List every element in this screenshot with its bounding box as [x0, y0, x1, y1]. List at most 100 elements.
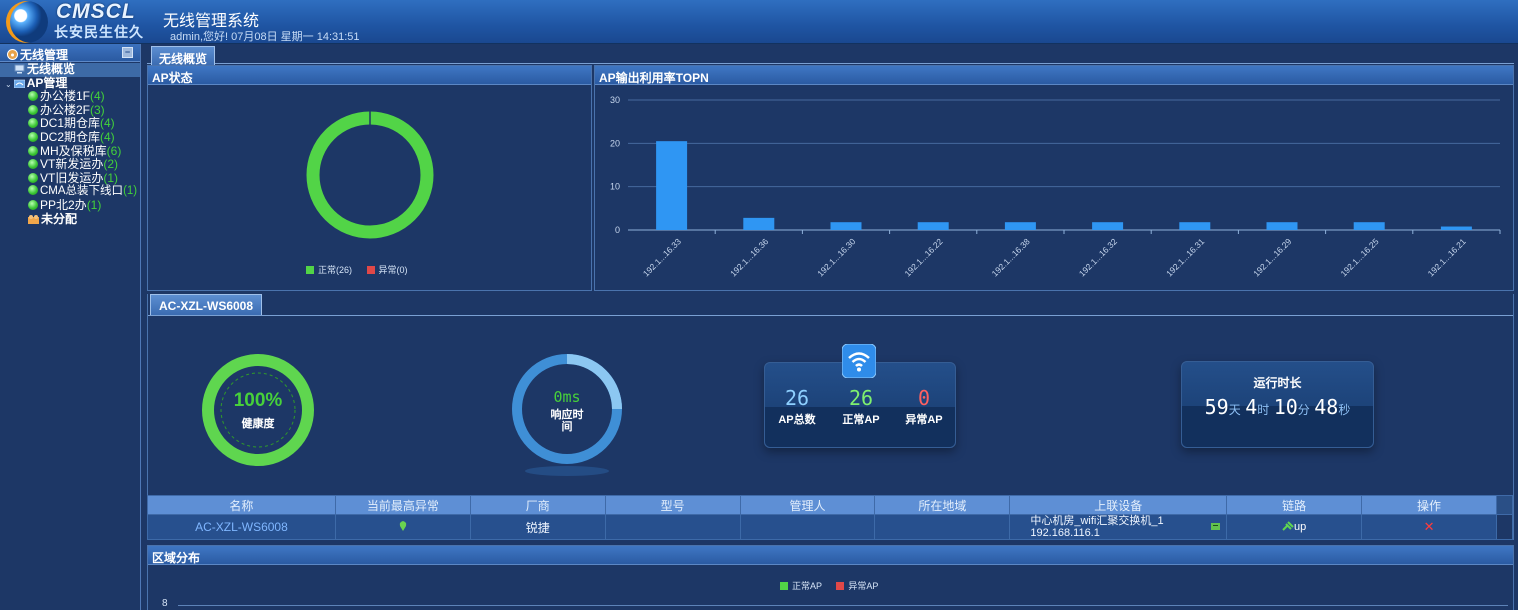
- sidebar-item-location[interactable]: DC2期仓库(4): [0, 129, 140, 145]
- health-gauge-arc: [202, 354, 314, 466]
- bar: [1440, 226, 1472, 230]
- region-panel: 区域分布 正常AP 异常AP 8: [147, 545, 1514, 610]
- sidebar-item-label: DC2期仓库: [40, 129, 101, 144]
- sidebar-item-count: (2): [103, 157, 119, 172]
- bar: [743, 217, 775, 230]
- topn-title: AP输出利用率TOPN: [595, 66, 1513, 85]
- sidebar-item-count: (3): [90, 102, 105, 117]
- vendor-cell: 锐捷: [469, 514, 606, 540]
- welcome-text: admin,您好! 07月08日 星期一 14:31:51: [170, 31, 360, 43]
- sidebar-item-ap-management[interactable]: ⌄ AP管理: [0, 75, 140, 91]
- column-header[interactable]: 名称: [147, 495, 336, 515]
- column-header[interactable]: 链路: [1226, 495, 1363, 515]
- app-title: 无线管理系统: [163, 13, 260, 30]
- delete-icon[interactable]: ✕: [1423, 519, 1435, 534]
- uplink-device-name: 中心机房_wifi汇聚交换机_1: [1030, 515, 1164, 527]
- sidebar-item-location[interactable]: 办公楼2F(3): [0, 102, 140, 118]
- topn-bar-chart: 0 10 20 30 192.1...16.33 192.1...16.36 192.1..…: [610, 95, 1501, 279]
- sidebar-item-label: PP北2办: [40, 197, 87, 212]
- status-dot-icon: [28, 91, 38, 102]
- column-header[interactable]: 所在地域: [874, 495, 1011, 515]
- column-header[interactable]: 操作: [1361, 495, 1497, 515]
- y-tick-label: 30: [610, 95, 620, 105]
- tab-wireless-overview[interactable]: 无线概览: [151, 46, 216, 66]
- sidebar-item-location[interactable]: VT旧发运办(1): [0, 170, 140, 186]
- region-gridline: [178, 605, 1508, 606]
- bar: [830, 222, 862, 230]
- sidebar-item-label: AP管理: [26, 75, 68, 90]
- sidebar-item-location[interactable]: DC1期仓库(4): [0, 117, 140, 131]
- sidebar-item-label: 无线概览: [27, 62, 76, 76]
- status-dot-icon: [28, 131, 38, 142]
- bar: [1179, 222, 1211, 230]
- response-label: 响应时间: [550, 409, 584, 433]
- x-tick-label: 192.1...16.21: [1426, 236, 1468, 278]
- x-tick-label: 192.1...16.22: [902, 236, 944, 278]
- legend-normal-label: 正常AP: [792, 581, 822, 591]
- region-cell: [874, 514, 1011, 540]
- region-y-tick: 8: [162, 598, 168, 609]
- sidebar-tree: 无线概览 ⌄ AP管理 办公楼1F(4) 办公楼2F(3) DC1期仓库(4) D…: [0, 62, 140, 226]
- ap-total-label: AP总数: [778, 414, 816, 426]
- health-gauge: [202, 354, 314, 466]
- logo-text: CMSCL: [56, 0, 136, 23]
- ap-normal-label: 正常AP: [842, 414, 880, 426]
- wireless-signal-icon: [7, 49, 18, 60]
- legend-abnormal-swatch: [836, 582, 845, 590]
- device-tab-underline: [148, 315, 1513, 316]
- sidebar-item-count: (4): [100, 116, 115, 131]
- uptime-days-unit: 天: [1228, 403, 1241, 417]
- topn-panel: AP输出利用率TOPN 0 10 20 30 192.1...16.33 192.1...…: [594, 65, 1514, 291]
- status-dot-icon: [28, 199, 38, 210]
- sidebar-item-count: (1): [103, 170, 119, 185]
- column-header[interactable]: 型号: [604, 495, 741, 515]
- unassigned-icon: [28, 214, 39, 224]
- uptime-mins-unit: 分: [1297, 403, 1310, 417]
- sidebar-item-location[interactable]: 办公楼1F(4): [0, 89, 140, 104]
- link-cell: up: [1226, 514, 1363, 540]
- column-header[interactable]: 厂商: [469, 495, 606, 515]
- table-row[interactable]: AC-XZL-WS6008 锐捷 中心机房_wifi汇聚交换机_1 192.16…: [147, 514, 1514, 540]
- tab-device[interactable]: AC-XZL-WS6008: [150, 294, 263, 315]
- sidebar-collapse-button[interactable]: −: [122, 47, 133, 58]
- sidebar-item-count: (1): [123, 185, 138, 198]
- x-tick-label: 192.1...16.25: [1338, 236, 1380, 278]
- alarm-cell: [334, 514, 471, 540]
- sidebar-item-location[interactable]: VT新发运办(2): [0, 157, 140, 172]
- uptime-hours: 4: [1245, 395, 1258, 419]
- column-header[interactable]: 上联设备: [1009, 495, 1228, 515]
- response-gauge: [512, 354, 622, 476]
- y-tick-label: 20: [610, 138, 620, 148]
- bar: [1353, 222, 1385, 230]
- uplink-device-ip: 192.168.116.1: [1030, 527, 1100, 539]
- sidebar-item-unassigned[interactable]: 未分配: [0, 212, 140, 227]
- sidebar-item-location[interactable]: CMA总装下线口(1): [0, 185, 140, 199]
- column-header[interactable]: 当前最高异常: [334, 495, 471, 515]
- sidebar-item-label: MH及保税库: [40, 143, 107, 158]
- uptime-card: 运行时长 59天 4时 10分 48秒: [1181, 361, 1374, 448]
- column-header[interactable]: 管理人: [739, 495, 876, 515]
- ap-count-card-base: [765, 407, 955, 447]
- action-cell: ✕: [1361, 514, 1497, 540]
- sidebar-item-location[interactable]: MH及保税库(6): [0, 143, 140, 159]
- region-title: 区域分布: [148, 546, 1513, 565]
- table-scroll-gutter: [1495, 495, 1514, 515]
- bar: [1092, 222, 1124, 230]
- uptime-card-base: [1182, 406, 1373, 447]
- bar: [1266, 222, 1298, 230]
- sidebar-item-location[interactable]: PP北2办(1): [0, 197, 140, 213]
- link-status: up: [1294, 521, 1307, 533]
- tree-expand-icon[interactable]: ⌄: [5, 79, 12, 89]
- ap-status-donut: [306, 111, 434, 239]
- sidebar-item-label: 办公楼2F: [40, 102, 91, 117]
- status-dot-icon: [28, 185, 38, 196]
- sidebar-item-label: VT新发运办: [40, 157, 104, 172]
- link-plug-icon: [1282, 521, 1294, 531]
- switch-icon[interactable]: [1211, 523, 1221, 530]
- device-name-link[interactable]: AC-XZL-WS6008: [147, 514, 336, 540]
- legend-normal-label: 正常(26): [318, 265, 353, 275]
- sidebar-item-overview[interactable]: 无线概览: [0, 62, 140, 77]
- sidebar-item-label: CMA总装下线口: [40, 185, 124, 198]
- ap-normal-value: 26: [848, 386, 874, 410]
- uptime-hours-unit: 时: [1257, 403, 1270, 417]
